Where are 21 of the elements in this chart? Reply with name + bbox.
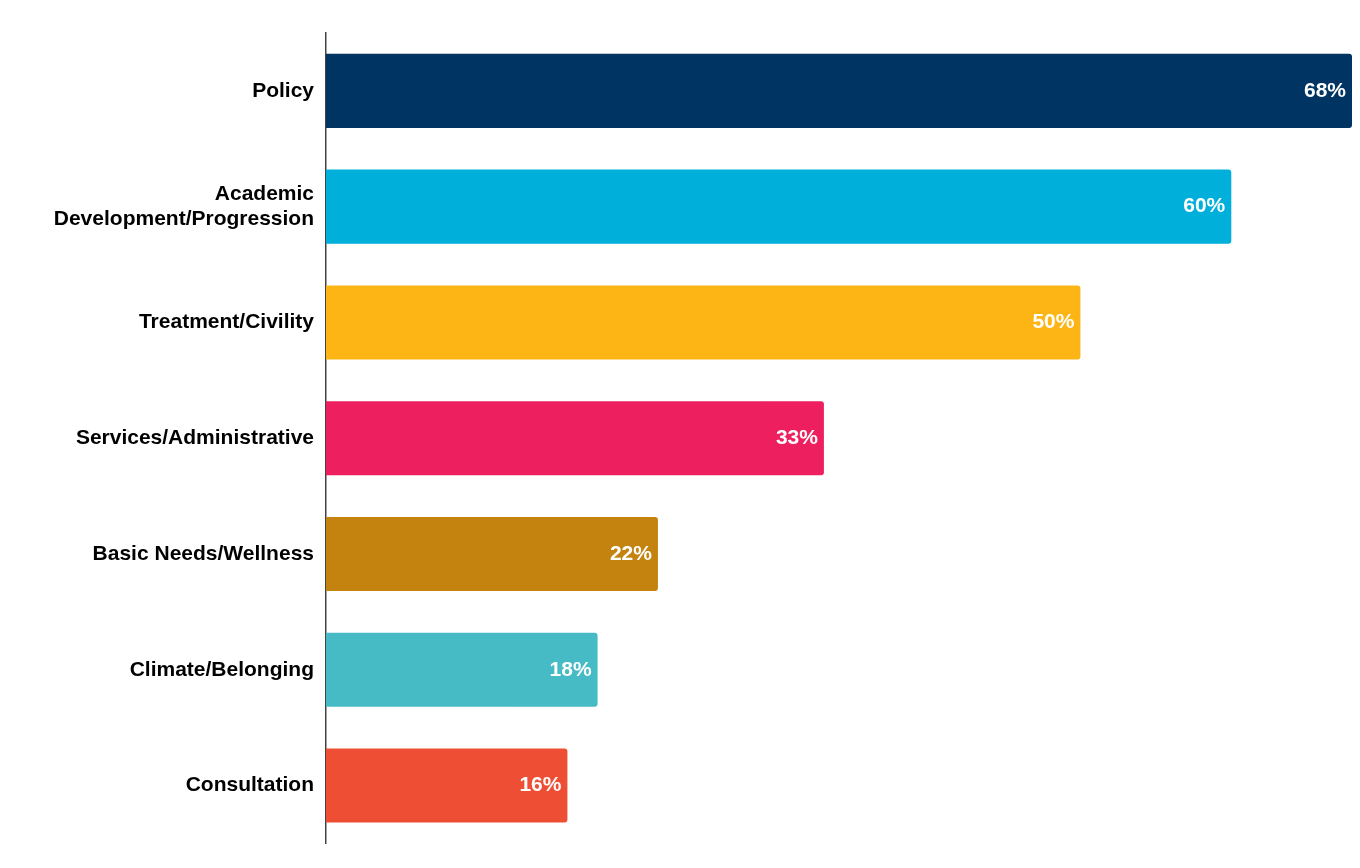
data-label: 16% bbox=[519, 772, 562, 796]
y-tick-label: Services/Administrative bbox=[75, 425, 314, 448]
bar bbox=[326, 285, 1081, 360]
y-tick-label: Basic Needs/Wellness bbox=[92, 540, 314, 564]
bar bbox=[326, 748, 568, 823]
y-tick-label: Consultation bbox=[185, 772, 314, 796]
y-tick-label: Policy bbox=[252, 77, 315, 101]
data-label: 68% bbox=[1303, 77, 1347, 101]
bar bbox=[326, 401, 824, 476]
y-tick-label: Climate/Belonging bbox=[129, 656, 314, 680]
bar bbox=[326, 169, 1232, 244]
y-tick-label: Academic Development/Progression bbox=[53, 180, 315, 230]
data-label: 22% bbox=[609, 540, 653, 564]
data-label: 18% bbox=[549, 656, 592, 680]
bar bbox=[326, 516, 658, 592]
bar bbox=[326, 53, 1352, 128]
data-label: 33% bbox=[775, 425, 819, 448]
data-label: 50% bbox=[1032, 309, 1075, 333]
data-label: 60% bbox=[1183, 193, 1226, 217]
bar bbox=[326, 632, 598, 707]
y-tick-label: Treatment/Civility bbox=[138, 309, 315, 333]
